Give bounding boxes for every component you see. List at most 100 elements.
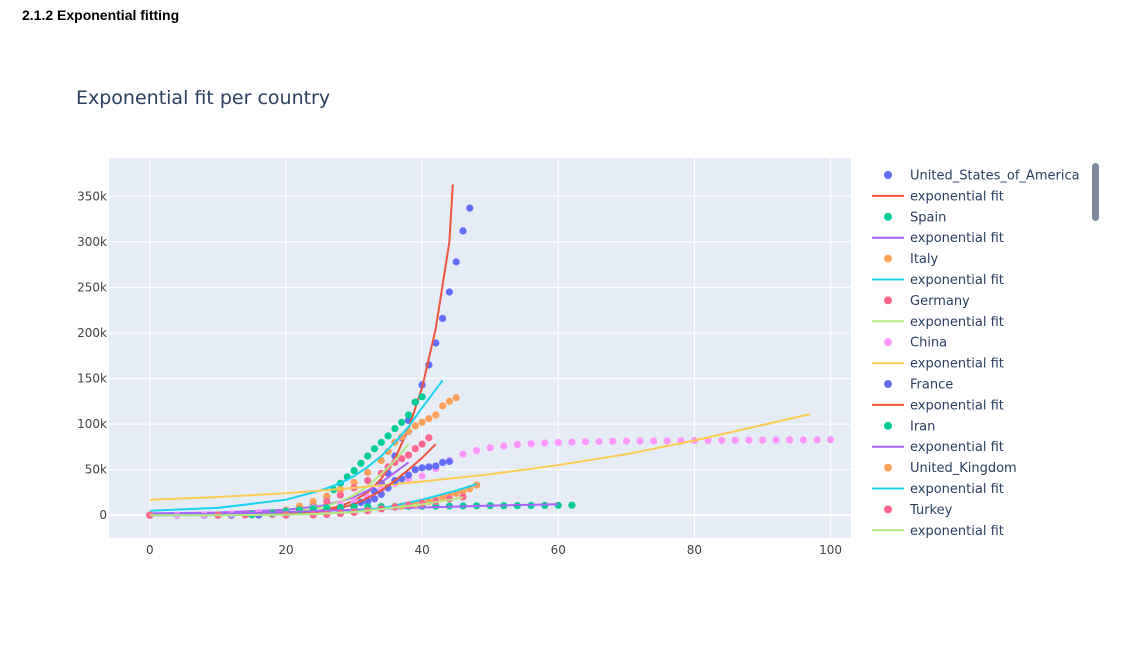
y-tick-label: 150k — [77, 372, 107, 386]
data-point — [398, 455, 406, 463]
legend-item[interactable]: France — [884, 378, 953, 393]
legend-item[interactable]: exponential fit — [872, 524, 1004, 539]
x-axis: 0 20 40 60 80 100 — [146, 543, 842, 557]
legend-item[interactable]: exponential fit — [872, 273, 1004, 288]
data-point — [568, 438, 576, 446]
data-point — [452, 394, 460, 402]
legend-item[interactable]: Italy — [884, 252, 939, 267]
y-tick-label: 100k — [77, 417, 107, 431]
legend-label: France — [910, 378, 953, 393]
data-point — [323, 497, 331, 506]
legend-item[interactable]: exponential fit — [872, 315, 1004, 330]
legend-item[interactable]: United_Kingdom — [884, 461, 1017, 476]
legend-marker-swatch — [884, 254, 892, 263]
data-point — [452, 258, 460, 266]
legend-label: United_Kingdom — [910, 461, 1017, 476]
y-tick-label: 300k — [77, 235, 107, 249]
data-point — [650, 437, 658, 445]
data-point — [398, 433, 406, 441]
data-point — [418, 464, 426, 472]
legend-marker-swatch — [884, 212, 892, 221]
data-point — [786, 436, 794, 444]
data-point — [554, 438, 562, 446]
data-point — [425, 463, 433, 471]
legend-label: exponential fit — [910, 315, 1004, 330]
plot-area — [109, 158, 851, 538]
legend-item[interactable]: Germany — [884, 294, 970, 309]
data-point — [827, 436, 835, 444]
data-point — [398, 418, 406, 426]
data-point — [350, 467, 358, 475]
data-point — [370, 495, 379, 503]
data-point — [636, 437, 644, 445]
data-point — [404, 411, 413, 419]
data-point — [411, 422, 419, 430]
data-point — [527, 440, 535, 448]
x-tick-label: 100 — [819, 543, 842, 557]
data-point — [350, 478, 358, 486]
fit-line — [149, 496, 464, 517]
data-point — [541, 439, 549, 447]
data-point — [813, 436, 821, 444]
data-point — [384, 432, 392, 440]
fit-line-9 — [149, 413, 811, 501]
legend-marker-swatch — [884, 338, 892, 347]
legend-scrollbar[interactable] — [1092, 163, 1099, 221]
y-tick-label: 250k — [77, 280, 107, 294]
legend-item[interactable]: exponential fit — [872, 440, 1004, 455]
legend-item[interactable]: Iran — [884, 419, 935, 434]
section-heading: 2.1.2 Exponential fitting — [22, 7, 180, 23]
data-point — [622, 437, 631, 445]
data-point — [772, 436, 780, 444]
data-point — [425, 415, 433, 423]
data-point — [357, 459, 365, 467]
fit-line-5 — [149, 379, 444, 512]
data-point — [404, 451, 413, 459]
legend-item[interactable]: exponential fit — [872, 482, 1004, 497]
data-point — [731, 436, 739, 444]
legend-marker-swatch — [884, 421, 892, 430]
y-tick-label: 350k — [77, 189, 107, 203]
legend-item[interactable]: China — [884, 336, 947, 351]
data-point — [445, 397, 453, 405]
data-point — [439, 314, 447, 322]
legend-marker-swatch — [884, 171, 892, 179]
data-point — [309, 497, 317, 506]
data-point — [404, 471, 413, 479]
legend-item[interactable]: exponential fit — [872, 398, 1004, 413]
series-layer — [146, 184, 835, 519]
chart-title: Exponential fit per country — [76, 87, 330, 109]
y-tick-label: 200k — [77, 326, 107, 340]
legend-label: exponential fit — [910, 189, 1004, 204]
data-point — [513, 441, 522, 449]
data-point — [411, 398, 419, 406]
data-point — [364, 452, 372, 460]
legend-label: exponential fit — [910, 482, 1004, 497]
data-point — [377, 438, 385, 446]
data-point — [745, 436, 753, 444]
data-point — [432, 339, 440, 347]
legend-item[interactable]: exponential fit — [872, 189, 1004, 204]
data-point — [609, 437, 617, 445]
legend-item[interactable]: exponential fit — [872, 357, 1004, 372]
legend-item[interactable]: Turkey — [884, 503, 953, 518]
legend: United_States_of_America exponential fit S… — [872, 169, 1080, 539]
legend-item[interactable]: Spain — [884, 210, 946, 225]
fit-line-17 — [149, 496, 464, 517]
legend-label: China — [910, 336, 947, 351]
data-point — [425, 434, 433, 442]
legend-label: exponential fit — [910, 231, 1004, 246]
data-point — [364, 477, 372, 485]
data-point — [473, 446, 481, 455]
data-point — [459, 227, 467, 235]
data-point — [445, 457, 453, 466]
legend-label: exponential fit — [910, 273, 1004, 288]
legend-marker-swatch — [884, 505, 892, 514]
legend-label: Italy — [910, 252, 939, 267]
data-point — [500, 442, 508, 450]
data-point — [418, 418, 426, 426]
legend-item[interactable]: United_States_of_America — [884, 169, 1080, 184]
legend-item[interactable]: exponential fit — [872, 231, 1004, 246]
data-point — [581, 438, 590, 446]
data-point — [146, 511, 154, 519]
